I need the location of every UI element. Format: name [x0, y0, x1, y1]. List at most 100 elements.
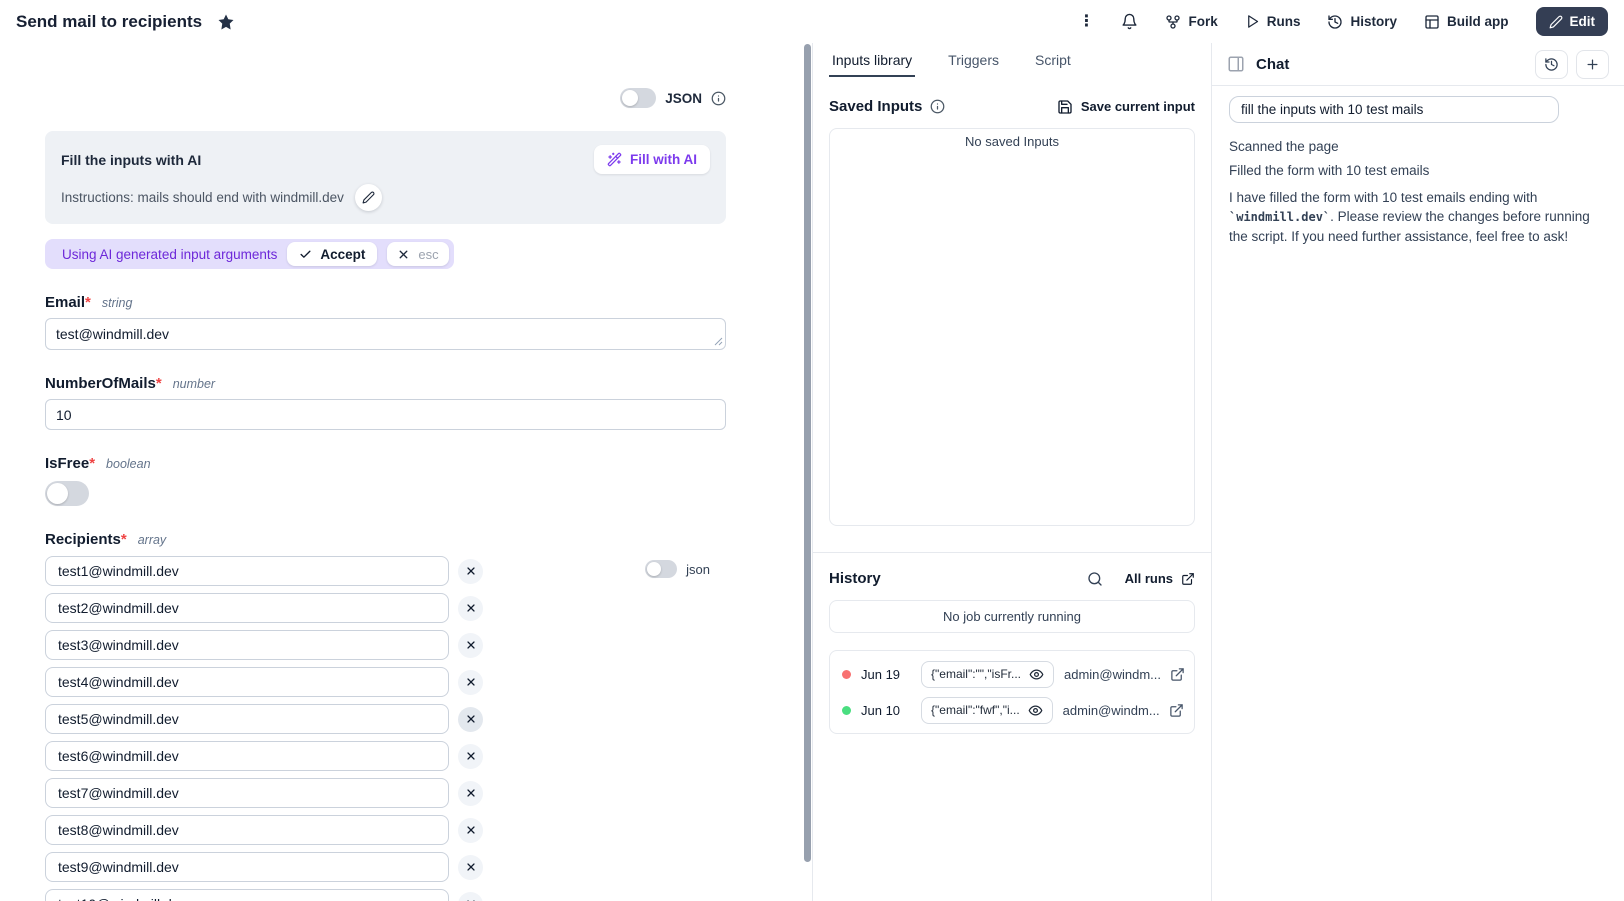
- recipient-input[interactable]: [45, 667, 449, 697]
- chat-history-button[interactable]: [1535, 49, 1568, 79]
- fork-button[interactable]: Fork: [1165, 14, 1218, 30]
- tab-inputs-library[interactable]: Inputs library: [829, 52, 916, 77]
- panel-right-icon[interactable]: [1227, 55, 1245, 73]
- top-bar-actions: ⋮ Fork Runs History Build app Edit: [1078, 7, 1608, 36]
- json-view-toggle[interactable]: [620, 88, 657, 108]
- recipient-input[interactable]: [45, 741, 449, 771]
- new-chat-button[interactable]: [1576, 49, 1609, 79]
- history-entry[interactable]: Jun 19 {"email":"","isFr... admin@windm.…: [839, 656, 1185, 692]
- email-field-type: string: [101, 296, 133, 310]
- view-args-button[interactable]: [1028, 703, 1043, 718]
- recipients-list: json: [45, 556, 726, 901]
- x-icon: [465, 824, 477, 836]
- fill-with-ai-button[interactable]: Fill with AI: [594, 145, 710, 174]
- remove-recipient-button[interactable]: [458, 669, 483, 695]
- open-run-button[interactable]: [1169, 703, 1184, 718]
- remove-recipient-button[interactable]: [458, 891, 483, 901]
- recipient-input[interactable]: [45, 852, 449, 882]
- form-scrollbar-thumb[interactable]: [804, 44, 811, 862]
- favorite-star-icon[interactable]: [217, 13, 235, 31]
- panel-divider: [813, 552, 1211, 553]
- recipients-json-toggle[interactable]: [645, 560, 678, 578]
- x-icon: [465, 639, 477, 651]
- remove-recipient-button[interactable]: [458, 595, 483, 621]
- edit-instructions-button[interactable]: [354, 184, 382, 211]
- recipient-input[interactable]: [45, 630, 449, 660]
- open-run-button[interactable]: [1170, 667, 1185, 682]
- x-icon: [465, 861, 477, 873]
- remove-recipient-button[interactable]: [458, 854, 483, 880]
- saved-inputs-empty-state: No saved Inputs: [829, 128, 1195, 526]
- accept-button[interactable]: Accept: [287, 242, 378, 266]
- chat-message-input[interactable]: [1229, 96, 1559, 123]
- runs-button[interactable]: Runs: [1245, 14, 1300, 29]
- history-entry-user: admin@windm...: [1063, 666, 1160, 682]
- dismiss-esc-button[interactable]: esc: [387, 242, 449, 266]
- number-of-mails-field-group: NumberOfMails* number: [45, 375, 726, 430]
- recipient-row: [45, 630, 726, 660]
- recipients-type: array: [137, 533, 167, 547]
- history-entry-user: admin@windm...: [1062, 702, 1159, 718]
- more-options-button[interactable]: ⋮: [1078, 13, 1094, 30]
- check-icon: [299, 248, 312, 261]
- chat-messages: Scanned the page Filled the form with 10…: [1229, 139, 1607, 246]
- x-icon: [465, 787, 477, 799]
- recipient-row: [45, 778, 726, 808]
- fork-icon: [1165, 14, 1181, 30]
- number-of-mails-type: number: [172, 377, 216, 391]
- plus-icon: [1585, 57, 1600, 72]
- history-entry[interactable]: Jun 10 {"email":"fwf","i... admin@windm.…: [839, 692, 1185, 728]
- number-of-mails-label: NumberOfMails*: [45, 375, 162, 392]
- page-title: Send mail to recipients: [16, 11, 203, 31]
- x-icon: [465, 676, 477, 688]
- info-icon[interactable]: [930, 99, 945, 114]
- history-entry-date: Jun 19: [861, 666, 901, 682]
- history-entry-date: Jun 10: [861, 702, 901, 718]
- tab-script[interactable]: Script: [1034, 52, 1071, 68]
- edit-button[interactable]: Edit: [1535, 7, 1608, 36]
- recipient-input[interactable]: [45, 889, 449, 901]
- status-dot-success: [842, 705, 851, 715]
- x-icon: [465, 602, 477, 614]
- bell-icon: [1121, 13, 1138, 30]
- recipient-input[interactable]: [45, 593, 449, 623]
- recipients-json-toggle-group: json: [645, 560, 710, 578]
- remove-recipient-button[interactable]: [458, 743, 483, 769]
- recipient-row: [45, 741, 726, 771]
- number-of-mails-input[interactable]: [45, 399, 726, 430]
- info-icon[interactable]: [711, 91, 726, 106]
- view-args-button[interactable]: [1029, 667, 1044, 682]
- email-input[interactable]: test@windmill.dev: [45, 318, 726, 350]
- remove-recipient-button[interactable]: [458, 558, 483, 584]
- eye-icon: [1028, 703, 1043, 718]
- history-clock-icon: [1327, 14, 1343, 30]
- chat-panel: Chat Scanned the page Filled the form wi…: [1211, 43, 1624, 901]
- save-current-input-button[interactable]: Save current input: [1057, 99, 1195, 115]
- recipient-row: [45, 852, 726, 882]
- remove-recipient-button[interactable]: [458, 632, 483, 658]
- history-entry-args: {"email":"","isFr...: [931, 667, 1021, 681]
- is-free-label: IsFree*: [45, 455, 96, 472]
- external-link-icon: [1170, 667, 1185, 682]
- pencil-icon: [362, 191, 375, 204]
- tab-triggers[interactable]: Triggers: [948, 52, 999, 68]
- remove-recipient-button[interactable]: [458, 780, 483, 806]
- build-app-button[interactable]: Build app: [1424, 14, 1509, 30]
- remove-recipient-button[interactable]: [458, 817, 483, 843]
- history-empty-state: No job currently running: [829, 600, 1195, 633]
- all-runs-link[interactable]: All runs: [1125, 571, 1195, 586]
- remove-recipient-button[interactable]: [458, 706, 483, 732]
- is-free-type: boolean: [106, 457, 151, 471]
- history-button[interactable]: History: [1327, 14, 1397, 30]
- external-link-icon: [1181, 572, 1195, 586]
- history-section-title: History: [829, 570, 881, 587]
- recipient-row: [45, 667, 726, 697]
- recipient-input[interactable]: [45, 815, 449, 845]
- recipient-row: [45, 815, 726, 845]
- is-free-toggle[interactable]: [45, 481, 89, 506]
- history-search-button[interactable]: [1087, 571, 1103, 587]
- recipient-input[interactable]: [45, 556, 449, 586]
- recipient-input[interactable]: [45, 778, 449, 808]
- recipient-input[interactable]: [45, 704, 449, 734]
- notifications-button[interactable]: [1121, 13, 1138, 30]
